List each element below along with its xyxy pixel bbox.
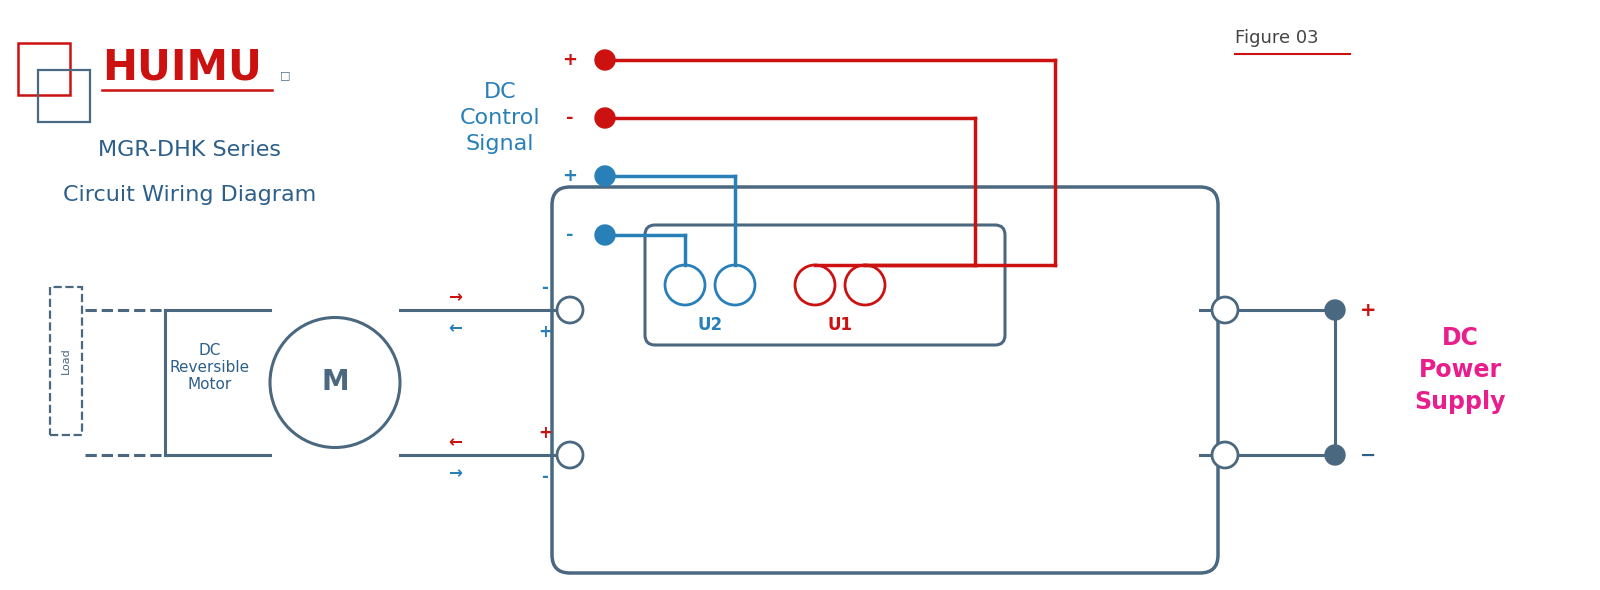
Circle shape xyxy=(845,265,885,305)
Text: +: + xyxy=(563,51,578,69)
Circle shape xyxy=(666,265,706,305)
Text: MGR-DHK Series: MGR-DHK Series xyxy=(99,140,282,160)
Circle shape xyxy=(1213,297,1238,323)
Circle shape xyxy=(557,442,582,468)
Circle shape xyxy=(270,317,400,447)
Text: DC
Power
Supply: DC Power Supply xyxy=(1414,326,1506,414)
Circle shape xyxy=(595,166,614,186)
Circle shape xyxy=(595,50,614,70)
Circle shape xyxy=(1325,300,1346,320)
Circle shape xyxy=(595,108,614,128)
Circle shape xyxy=(1213,442,1238,468)
Text: DC
Control
Signal: DC Control Signal xyxy=(459,81,541,155)
Text: U2: U2 xyxy=(698,316,723,334)
Text: +: + xyxy=(538,424,552,442)
Circle shape xyxy=(595,225,614,245)
Text: ←: ← xyxy=(448,319,462,337)
Text: +: + xyxy=(563,167,578,185)
Text: U1: U1 xyxy=(827,316,853,334)
Text: ←: ← xyxy=(448,433,462,451)
Text: □: □ xyxy=(280,70,291,80)
Circle shape xyxy=(557,297,582,323)
FancyBboxPatch shape xyxy=(645,225,1005,345)
Text: Figure 03: Figure 03 xyxy=(1235,29,1318,47)
Text: Load: Load xyxy=(61,348,70,375)
Text: -: - xyxy=(566,109,574,127)
Text: M: M xyxy=(322,369,349,396)
Text: +: + xyxy=(1360,300,1376,320)
Text: -: - xyxy=(541,468,549,486)
Text: DC
Reversible
Motor: DC Reversible Motor xyxy=(170,343,250,392)
Text: -: - xyxy=(541,279,549,297)
Text: →: → xyxy=(448,288,462,306)
Circle shape xyxy=(795,265,835,305)
FancyBboxPatch shape xyxy=(552,187,1218,573)
Circle shape xyxy=(715,265,755,305)
Text: HUIMU: HUIMU xyxy=(102,47,262,89)
Text: -: - xyxy=(566,226,574,244)
Text: +: + xyxy=(538,323,552,341)
Text: −: − xyxy=(1360,445,1376,464)
Text: →: → xyxy=(448,464,462,482)
Text: Circuit Wiring Diagram: Circuit Wiring Diagram xyxy=(64,185,317,205)
Circle shape xyxy=(1325,445,1346,465)
